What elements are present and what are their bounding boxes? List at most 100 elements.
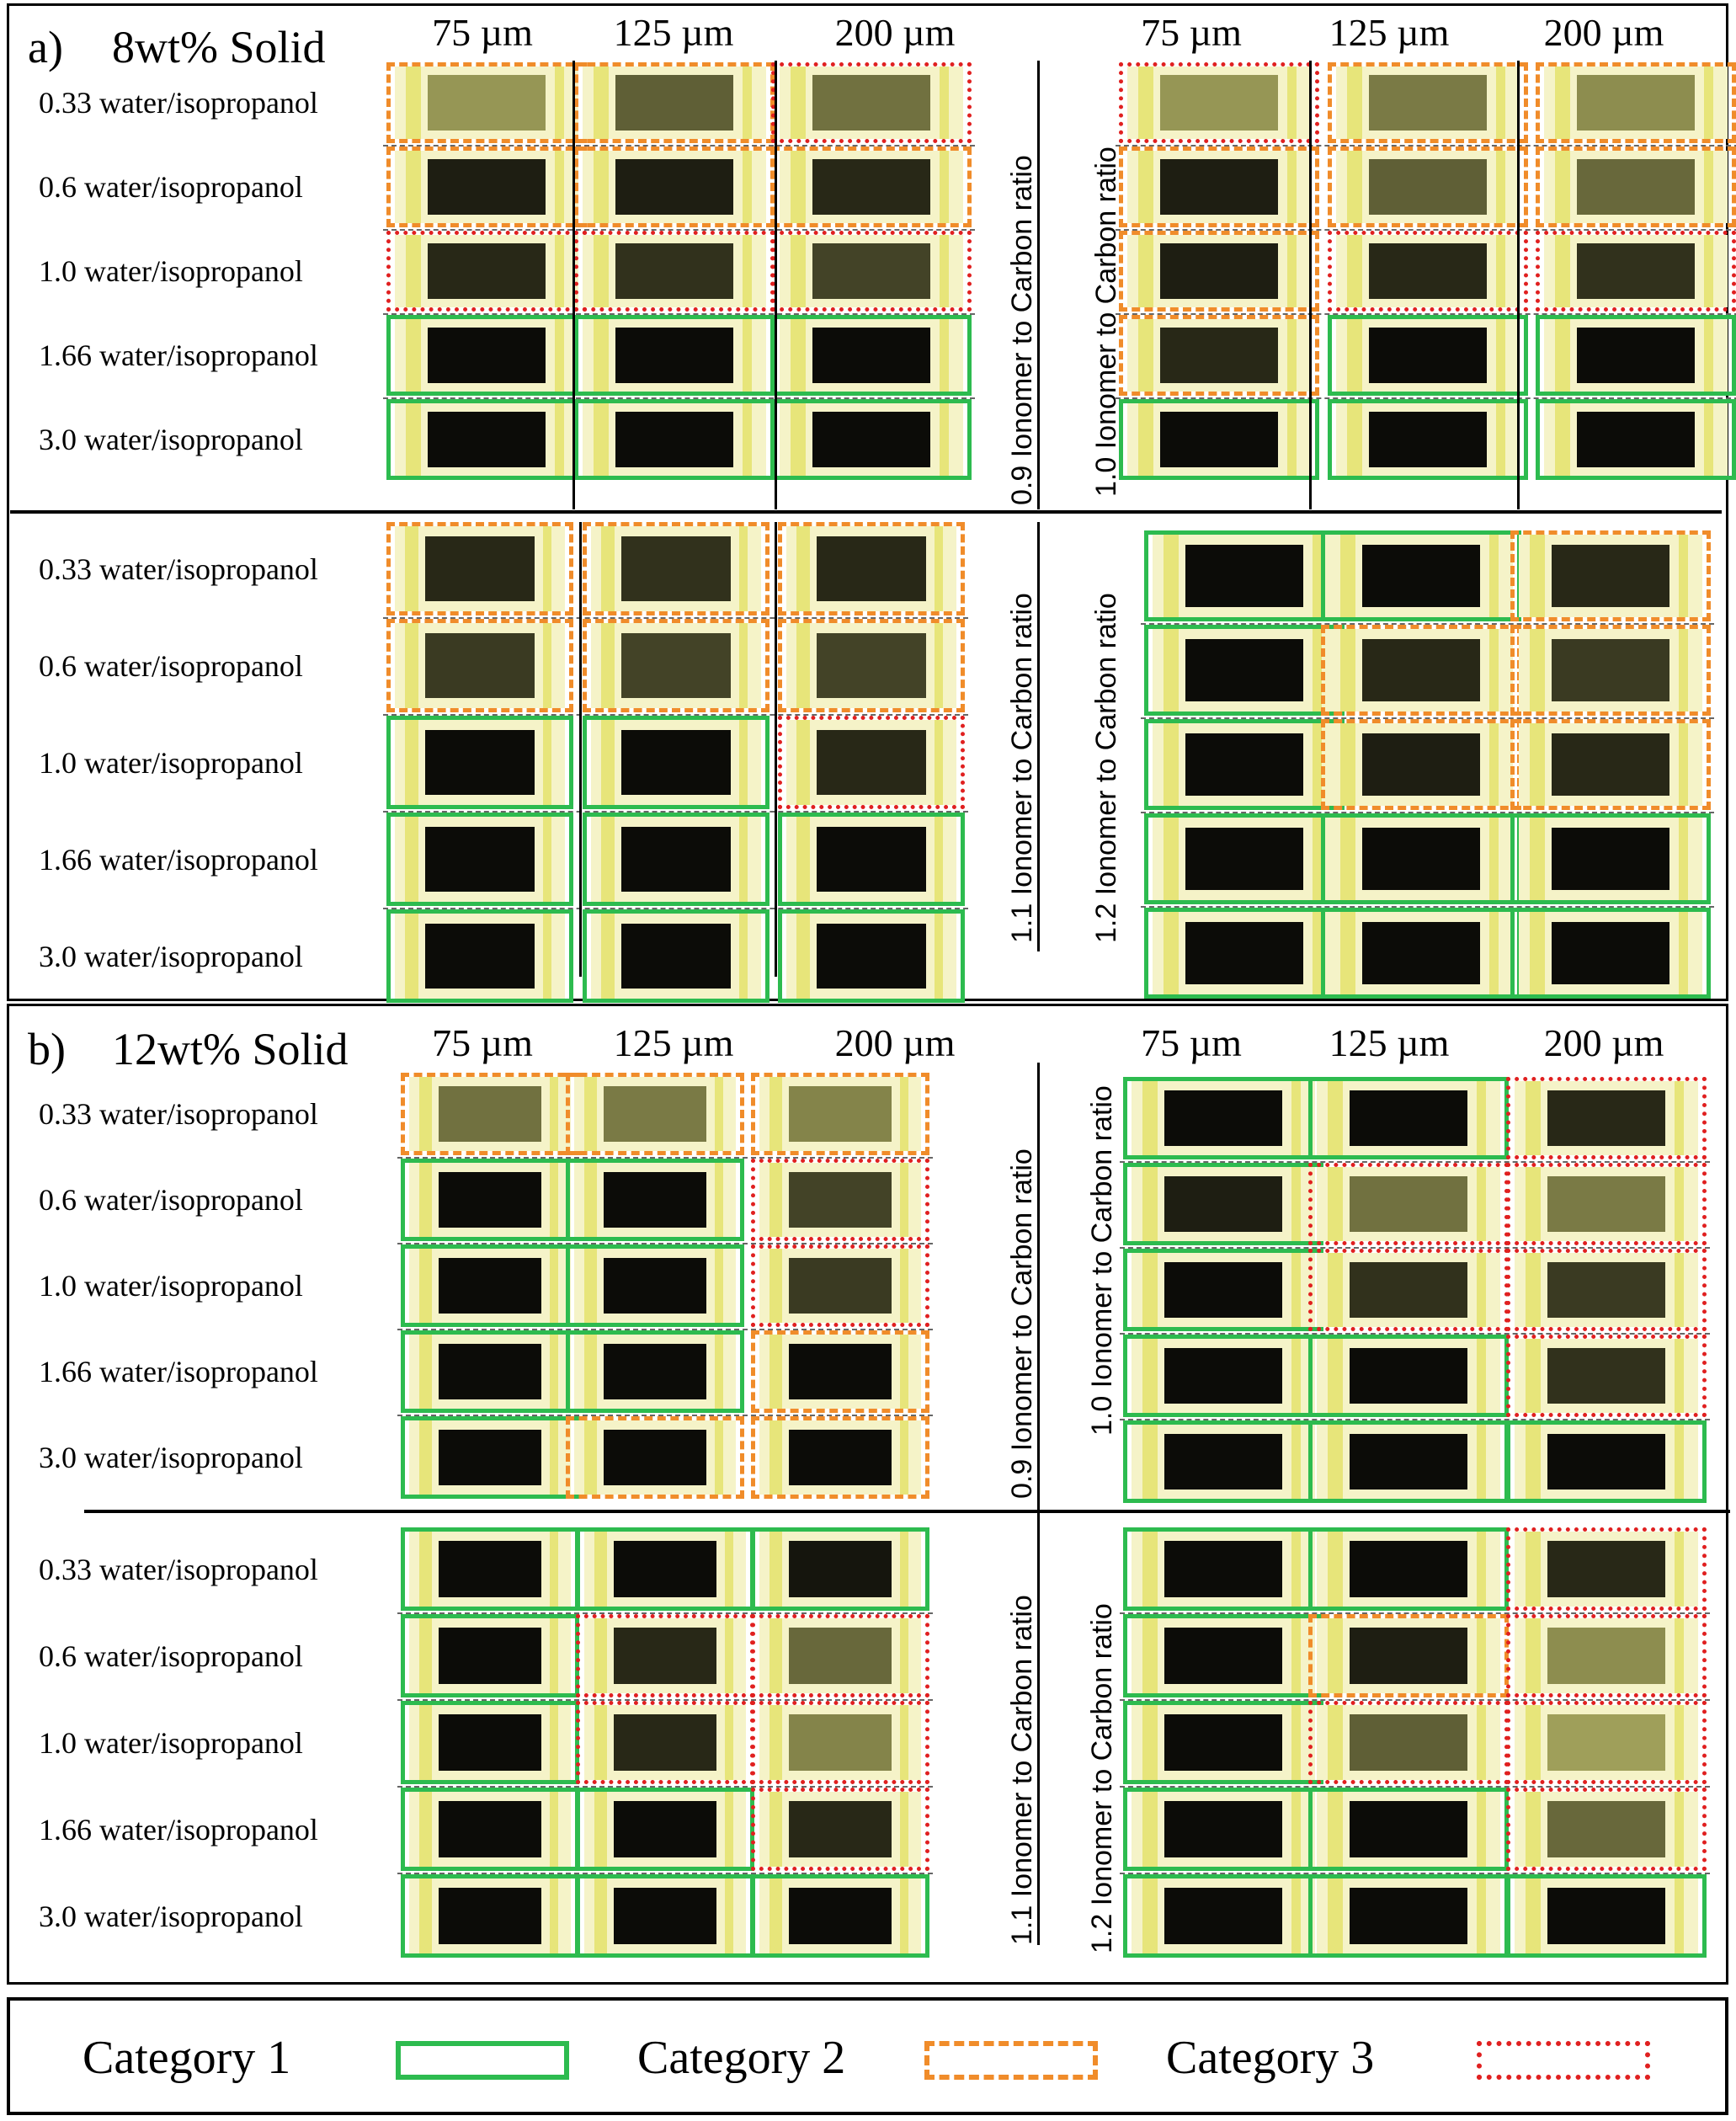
film-edge: [1530, 912, 1545, 994]
film-edge: [1291, 1705, 1301, 1780]
category-2-box: [574, 62, 775, 143]
catalyst-layer: [817, 730, 926, 795]
sample-image: [759, 1249, 921, 1323]
film-edge: [550, 1532, 558, 1607]
film-edge: [939, 403, 949, 476]
size-header-125: 125 µm: [613, 11, 734, 54]
film-edge: [554, 403, 564, 476]
sample-image: [1329, 912, 1513, 994]
row-label: 0.33 water/isopropanol: [39, 1097, 318, 1131]
film-edge: [769, 1335, 782, 1409]
catalyst-layer: [1350, 1887, 1467, 1945]
sample-image: [1132, 1253, 1315, 1327]
size-header-75: 75 µm: [1141, 11, 1242, 54]
catalyst-layer: [621, 827, 731, 892]
film-edge: [796, 720, 811, 805]
film-edge: [594, 151, 609, 223]
category-1-box: [1321, 813, 1521, 904]
film-edge: [725, 1618, 733, 1693]
film-edge: [1291, 1792, 1301, 1867]
sample-image: [584, 1705, 746, 1780]
sample-image: [759, 1792, 921, 1867]
sample-image: [583, 67, 766, 139]
grid-separator: [1141, 623, 1714, 625]
film-edge: [1328, 1705, 1343, 1780]
category-1-box: [401, 1416, 579, 1499]
row-label: 1.66 water/isopropanol: [39, 1355, 318, 1388]
sample-image: [1127, 319, 1311, 392]
catalyst-layer: [1547, 1713, 1665, 1772]
category-1-box: [1308, 1788, 1509, 1871]
sample-image: [584, 1879, 746, 1953]
film-edge: [1678, 818, 1688, 900]
film-edge: [1138, 319, 1153, 392]
film-edge: [1347, 235, 1362, 307]
film-edge: [769, 1879, 782, 1953]
film-edge: [550, 1163, 558, 1237]
film-edge: [738, 914, 748, 999]
category-3-box: [1328, 231, 1528, 312]
grid-separator: [1141, 906, 1714, 908]
catalyst-layer: [1160, 243, 1278, 299]
film-edge: [1328, 1792, 1343, 1867]
film-edge: [1328, 1339, 1343, 1413]
grid-separator: [397, 1243, 933, 1244]
film-edge: [1674, 1167, 1684, 1241]
catalyst-layer: [1185, 638, 1303, 702]
sample-image: [583, 403, 766, 476]
catalyst-layer: [812, 75, 930, 131]
catalyst-layer: [425, 827, 535, 892]
sample-image: [409, 1335, 571, 1409]
ionomer-carbon-ratio-label: 0.9 Ionomer to Carbon ratio: [1006, 1148, 1038, 1499]
category-1-box: [386, 813, 573, 906]
film-edge: [1555, 319, 1570, 392]
ionomer-carbon-ratio-label: 1.2 Ionomer to Carbon ratio: [1086, 1603, 1118, 1953]
film-edge: [725, 1879, 733, 1953]
catalyst-layer: [613, 1627, 717, 1685]
category-1-box: [771, 315, 972, 396]
catalyst-layer: [1369, 159, 1487, 215]
sample-image: [1329, 629, 1513, 711]
row-label: 3.0 water/isopropanol: [39, 939, 303, 973]
sample-image: [409, 1879, 571, 1953]
category-2-box: [1510, 625, 1711, 716]
category-2-box: [751, 1416, 929, 1499]
catalyst-layer: [1350, 1800, 1467, 1858]
category-1-box: [1308, 1077, 1509, 1159]
film-edge: [1340, 535, 1355, 617]
catalyst-layer: [1577, 243, 1695, 299]
category-1-box: [566, 1159, 744, 1241]
quadrant-divider: [10, 510, 1722, 514]
size-header-200: 200 µm: [1543, 11, 1664, 54]
film-edge: [742, 319, 752, 392]
film-edge: [1526, 1253, 1541, 1327]
category-2-box: [566, 1416, 744, 1499]
sample-image: [1127, 67, 1311, 139]
catalyst-layer: [788, 1800, 892, 1858]
sample-image: [1336, 403, 1520, 476]
film-edge: [1526, 1879, 1541, 1953]
film-edge: [934, 526, 943, 611]
grid-separator: [383, 145, 975, 147]
category-2-box: [583, 619, 769, 712]
film-edge: [418, 1163, 432, 1237]
column-divider: [1517, 61, 1520, 509]
row-label: 1.0 water/isopropanol: [39, 254, 303, 288]
film-edge: [934, 914, 943, 999]
catalyst-layer: [1369, 243, 1487, 299]
category-2-box: [1321, 625, 1521, 716]
catalyst-layer: [425, 730, 535, 795]
film-edge: [1142, 1339, 1158, 1413]
category-1-box: [1123, 1527, 1323, 1611]
film-edge: [1674, 1618, 1684, 1693]
film-edge: [1555, 235, 1570, 307]
grid-separator: [397, 1329, 933, 1330]
category-2-box: [386, 62, 587, 143]
film-edge: [1291, 1879, 1301, 1953]
category-1-box: [566, 1330, 744, 1413]
sample-image: [395, 817, 565, 902]
row-label: 1.0 water/isopropanol: [39, 1725, 303, 1760]
film-edge: [1286, 403, 1297, 476]
film-edge: [769, 1163, 782, 1237]
sample-image: [584, 1618, 746, 1693]
